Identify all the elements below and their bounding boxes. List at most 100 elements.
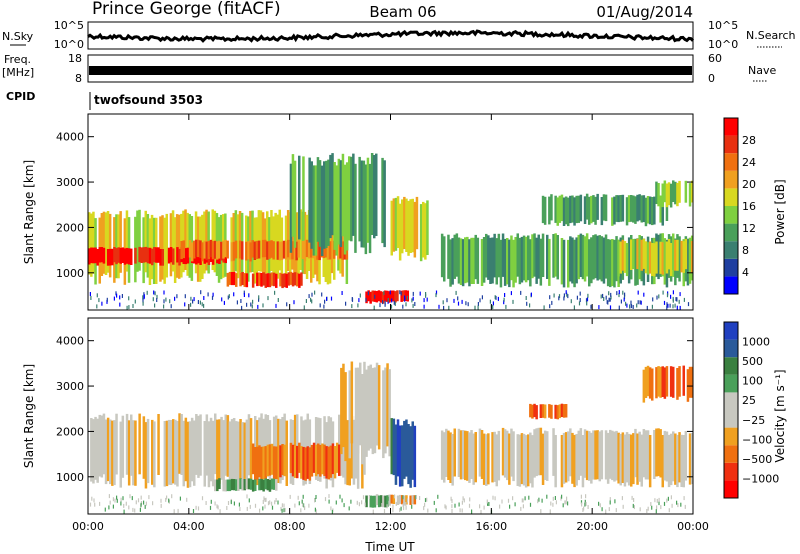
noise-cell — [404, 295, 406, 300]
range-cell — [258, 272, 261, 286]
noise-cell — [359, 293, 361, 298]
range-cell — [272, 446, 276, 479]
range-cell — [621, 432, 625, 483]
range-cell — [115, 413, 118, 475]
noise-cell — [405, 505, 407, 510]
range-cell — [634, 428, 637, 478]
range-cell — [386, 363, 389, 447]
range-cell — [644, 430, 648, 480]
noise-cell — [154, 303, 156, 308]
noise-cell — [387, 298, 389, 302]
range-cell — [648, 241, 652, 274]
range-cell — [468, 432, 471, 483]
noise-cell — [538, 497, 540, 502]
range-cell — [554, 233, 557, 277]
range-cell — [564, 432, 568, 483]
range-cell — [390, 494, 393, 504]
range-cell — [571, 237, 574, 284]
noise-cell — [381, 503, 383, 507]
station-title: Prince George (fitACF) — [92, 0, 281, 19]
range-cell — [543, 196, 547, 225]
noise-cell — [98, 298, 100, 303]
x-tick-label: 08:00 — [274, 520, 306, 533]
range-cell — [533, 429, 536, 478]
noise-cell — [503, 297, 505, 302]
noise-cell — [497, 296, 499, 301]
noise-cell — [633, 505, 635, 510]
noise-cell — [608, 507, 610, 512]
noise-cell — [303, 503, 305, 508]
colorbar-swatch — [724, 258, 738, 277]
range-cell — [106, 417, 110, 482]
range-cell — [396, 196, 400, 248]
range-cell — [630, 434, 633, 487]
range-cell — [371, 290, 374, 302]
colorbar-tick-label: −1000 — [742, 472, 779, 485]
noise-cell — [652, 297, 654, 302]
range-cell — [130, 414, 133, 476]
range-cell — [285, 420, 288, 486]
range-cell — [230, 478, 234, 491]
noise-cell — [239, 507, 241, 511]
power-x-ticks — [87, 114, 694, 310]
noise-cell — [563, 296, 565, 301]
range-cell — [661, 242, 664, 275]
noise-cell — [335, 500, 337, 505]
range-cell — [283, 273, 286, 288]
colorbar-swatch — [724, 374, 738, 393]
range-cell — [409, 199, 412, 253]
range-cell — [132, 420, 135, 486]
noise-cell — [443, 305, 445, 310]
range-cell — [632, 238, 635, 270]
colorbar-swatch — [724, 480, 738, 498]
range-cell — [403, 196, 406, 250]
noise-cell — [636, 303, 638, 308]
noise-cell — [294, 503, 296, 508]
noise-cell — [598, 305, 600, 310]
noise-cell — [444, 504, 446, 509]
range-cell — [588, 196, 591, 225]
noise-cell — [358, 298, 360, 303]
range-cell — [369, 291, 372, 304]
noise-cell — [477, 302, 479, 306]
range-cell — [308, 447, 312, 481]
noise-cell — [477, 305, 479, 310]
range-cell — [552, 234, 555, 278]
range-cell — [598, 431, 601, 482]
noise-cell — [262, 506, 264, 511]
noise-cell — [412, 291, 414, 296]
range-cell — [151, 248, 154, 266]
range-cell — [676, 182, 679, 207]
noise-cell — [156, 298, 158, 302]
noise-cell — [324, 497, 327, 502]
noise-cell — [586, 301, 588, 306]
range-cell — [199, 414, 202, 476]
range-cell — [237, 479, 240, 491]
noise-cell — [200, 290, 202, 295]
range-cell — [669, 183, 673, 208]
range-cell — [142, 416, 146, 479]
range-cell — [621, 239, 625, 271]
range-cell — [474, 432, 477, 483]
colorbar-swatch — [724, 410, 738, 428]
range-cell — [665, 366, 669, 397]
noise-cell — [666, 498, 668, 503]
range-cell — [102, 211, 106, 274]
range-cell — [548, 404, 551, 418]
range-cell — [409, 426, 412, 488]
range-cell — [602, 194, 606, 221]
range-cell — [317, 443, 320, 475]
range-cell — [646, 196, 650, 224]
noise-cell — [580, 494, 582, 499]
range-cell — [283, 444, 286, 477]
noise-cell — [426, 497, 428, 502]
range-cell — [613, 239, 616, 288]
noise-cell — [262, 500, 264, 504]
range-cell — [300, 446, 303, 479]
range-cell — [298, 155, 301, 240]
noise-cell — [562, 503, 564, 508]
noise-cell — [271, 501, 273, 506]
range-cell — [390, 200, 393, 256]
noise-cell — [680, 502, 682, 507]
noise-cell — [210, 499, 212, 504]
